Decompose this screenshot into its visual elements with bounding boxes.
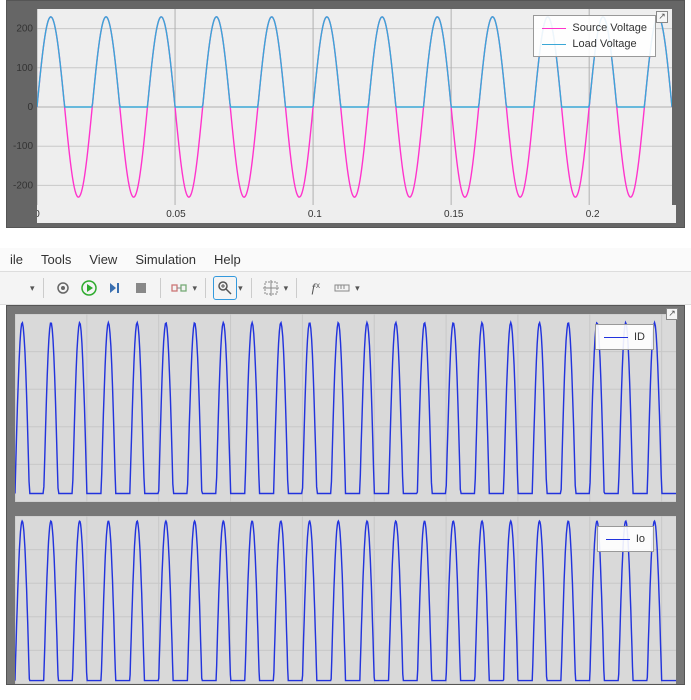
zoom-icon[interactable]	[214, 277, 236, 299]
chevron-down-icon[interactable]: ▾	[30, 283, 35, 294]
svg-text:200: 200	[16, 24, 33, 35]
svg-text:-100: -100	[13, 141, 33, 152]
toolbar: ▾ ▾ ▾ ▾ ƒx ▾	[0, 271, 691, 305]
menu-item-ile[interactable]: ile	[10, 252, 23, 267]
legend-swatch-icon	[604, 337, 628, 338]
scope2a-legend: ID	[595, 324, 654, 350]
scope2-plot-a: ↗ ID	[15, 314, 676, 502]
target-icon[interactable]	[52, 277, 74, 299]
cursor-icon[interactable]	[260, 277, 282, 299]
chevron-down-icon[interactable]: ▾	[355, 283, 360, 294]
legend-label: Load Voltage	[572, 36, 636, 52]
chevron-down-icon[interactable]: ▾	[238, 283, 243, 294]
legend-swatch-icon	[542, 28, 566, 29]
chevron-down-icon[interactable]: ▾	[193, 283, 198, 294]
svg-text:0.05: 0.05	[166, 209, 186, 220]
scope1-legend: Source Voltage Load Voltage	[533, 15, 656, 57]
svg-text:0.15: 0.15	[444, 209, 464, 220]
legend-swatch-icon	[542, 44, 566, 45]
svg-text:0.1: 0.1	[308, 209, 322, 220]
scope1-frame: ↗ Source Voltage Load Voltage 0 0.05 0.1 0.…	[6, 0, 685, 228]
menubar: ile Tools View Simulation Help	[0, 248, 691, 271]
restore-icon[interactable]: ↗	[656, 11, 668, 23]
menu-item-help[interactable]: Help	[214, 252, 241, 267]
svg-text:x: x	[316, 281, 320, 290]
svg-text:0: 0	[37, 209, 40, 220]
menu-item-view[interactable]: View	[89, 252, 117, 267]
legend-row-id: ID	[604, 329, 645, 345]
restore-icon[interactable]: ↗	[666, 308, 678, 320]
legend-label: ID	[634, 329, 645, 345]
legend-row-io: Io	[606, 531, 645, 547]
legend-row-source: Source Voltage	[542, 20, 647, 36]
stop-icon[interactable]	[130, 277, 152, 299]
scope2b-legend: Io	[597, 526, 654, 552]
svg-text:0: 0	[27, 102, 33, 113]
menu-item-tools[interactable]: Tools	[41, 252, 71, 267]
legend-label: Source Voltage	[572, 20, 647, 36]
scope1-plot: ↗ Source Voltage Load Voltage	[37, 9, 672, 205]
legend-row-load: Load Voltage	[542, 36, 647, 52]
svg-text:100: 100	[16, 63, 33, 74]
history-icon[interactable]	[6, 277, 28, 299]
run-icon[interactable]	[78, 277, 100, 299]
signal-icon[interactable]	[169, 277, 191, 299]
step-icon[interactable]	[104, 277, 126, 299]
chevron-down-icon[interactable]: ▾	[284, 283, 289, 294]
legend-swatch-icon	[606, 539, 630, 540]
fx-icon[interactable]: ƒx	[305, 277, 327, 299]
svg-text:0.2: 0.2	[586, 209, 600, 220]
measure-icon[interactable]	[331, 277, 353, 299]
scope2-plot-b: Io	[15, 516, 676, 684]
menu-item-simulation[interactable]: Simulation	[135, 252, 196, 267]
svg-text:-200: -200	[13, 180, 33, 191]
scope1-xaxis: 0 0.05 0.1 0.15 0.2	[37, 205, 676, 223]
scope2-frame: ↗ ID Io	[6, 305, 685, 685]
legend-label: Io	[636, 531, 645, 547]
